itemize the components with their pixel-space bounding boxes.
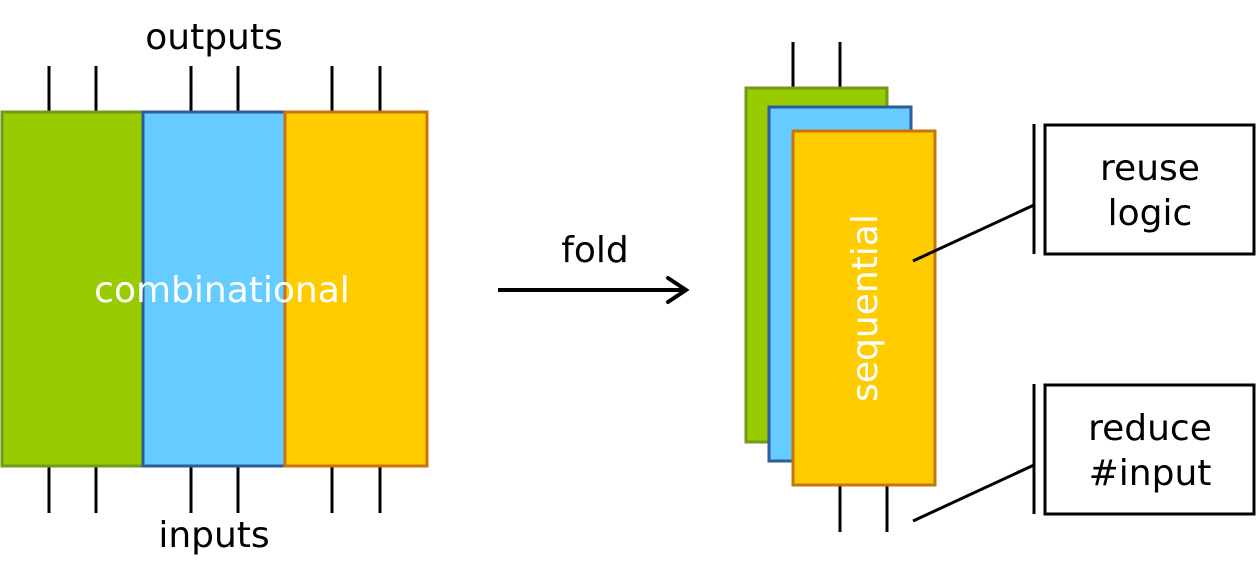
reuse-logic-line-2: logic xyxy=(1108,193,1193,234)
reduce-input-annotation: reduce #input xyxy=(913,384,1254,521)
sequential-group: sequential xyxy=(746,42,935,532)
reduce-input-box xyxy=(1045,385,1254,514)
outputs-label: outputs xyxy=(145,17,283,58)
sequential-label: sequential xyxy=(845,214,886,402)
reuse-logic-line-1: reuse xyxy=(1100,148,1200,189)
combinational-label: combinational xyxy=(94,270,350,311)
combinational-group: outputs inputs combinational xyxy=(2,17,427,556)
reuse-logic-box xyxy=(1045,125,1254,254)
inputs-label: inputs xyxy=(158,515,269,556)
reduce-input-line-2: #input xyxy=(1089,453,1212,494)
fold-label: fold xyxy=(561,230,629,271)
reuse-logic-annotation: reuse logic xyxy=(913,124,1254,261)
reduce-input-line-1: reduce xyxy=(1088,408,1212,449)
fold-arrow-group: fold xyxy=(498,230,686,302)
